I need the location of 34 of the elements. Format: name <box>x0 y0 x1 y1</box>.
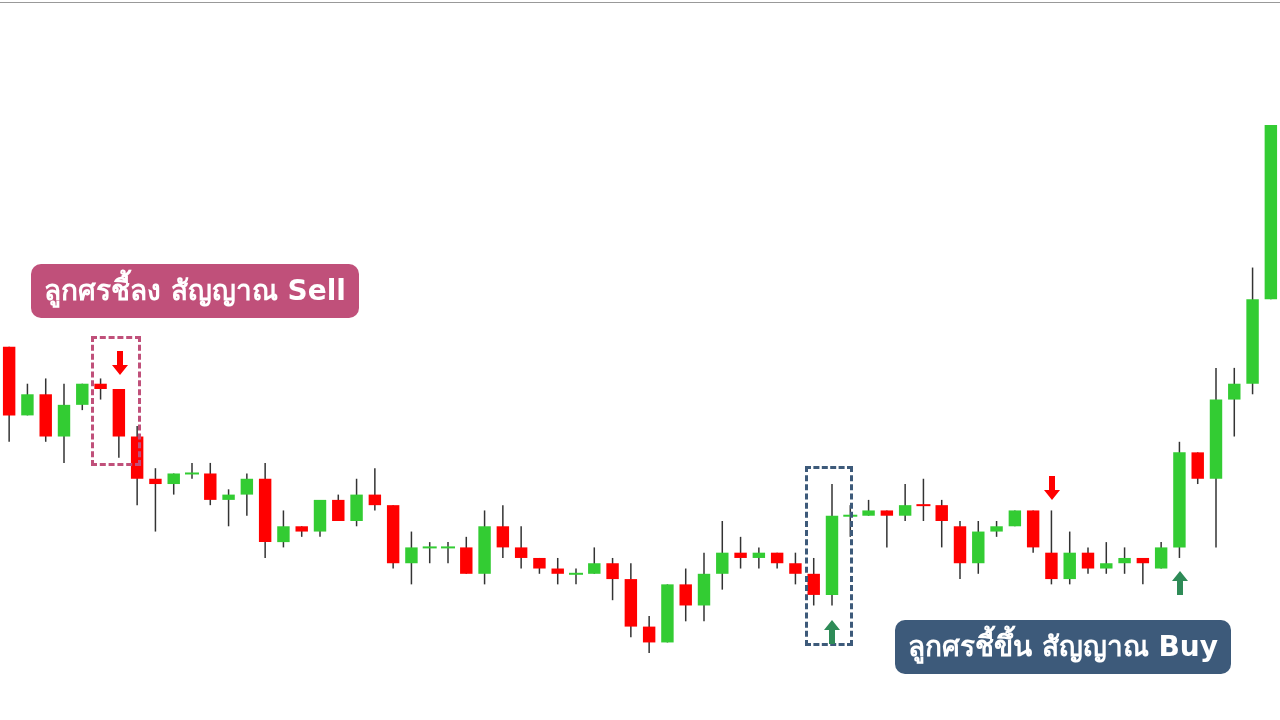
candlestick <box>752 546 766 570</box>
candlestick <box>1081 546 1095 575</box>
candlestick <box>277 509 290 549</box>
candlestick <box>880 509 894 549</box>
candlestick <box>222 488 235 528</box>
candlestick <box>1118 546 1131 575</box>
candlestick <box>679 567 692 623</box>
candlestick <box>1228 367 1241 438</box>
candlestick <box>734 536 747 570</box>
candlestick <box>167 472 180 496</box>
candlestick <box>642 615 656 654</box>
candlestick <box>898 483 912 522</box>
candlestick <box>551 557 564 586</box>
candlestick <box>606 557 619 601</box>
candlestick <box>514 525 528 570</box>
candlestick <box>368 467 382 512</box>
candlestick <box>789 551 802 586</box>
candlestick <box>149 467 162 533</box>
annotation: ลูกศรชี้ลง สัญญาณ Sell <box>31 264 359 318</box>
candlestick <box>405 530 418 586</box>
candlestick <box>496 504 510 559</box>
candlestick <box>1100 541 1113 575</box>
candlestick <box>332 493 345 522</box>
candlestick <box>935 499 948 549</box>
candlestick <box>1154 541 1168 570</box>
candlestick <box>21 382 34 417</box>
candlestick <box>588 546 601 575</box>
candlestick <box>94 377 107 401</box>
candlestick <box>716 520 729 591</box>
candlestick <box>240 472 254 517</box>
candlestick <box>807 557 820 607</box>
candlestick <box>1136 557 1150 586</box>
annotation: ลูกศรชี้ขึ้น สัญญาณ Buy <box>895 620 1232 674</box>
candlestick <box>76 382 89 411</box>
